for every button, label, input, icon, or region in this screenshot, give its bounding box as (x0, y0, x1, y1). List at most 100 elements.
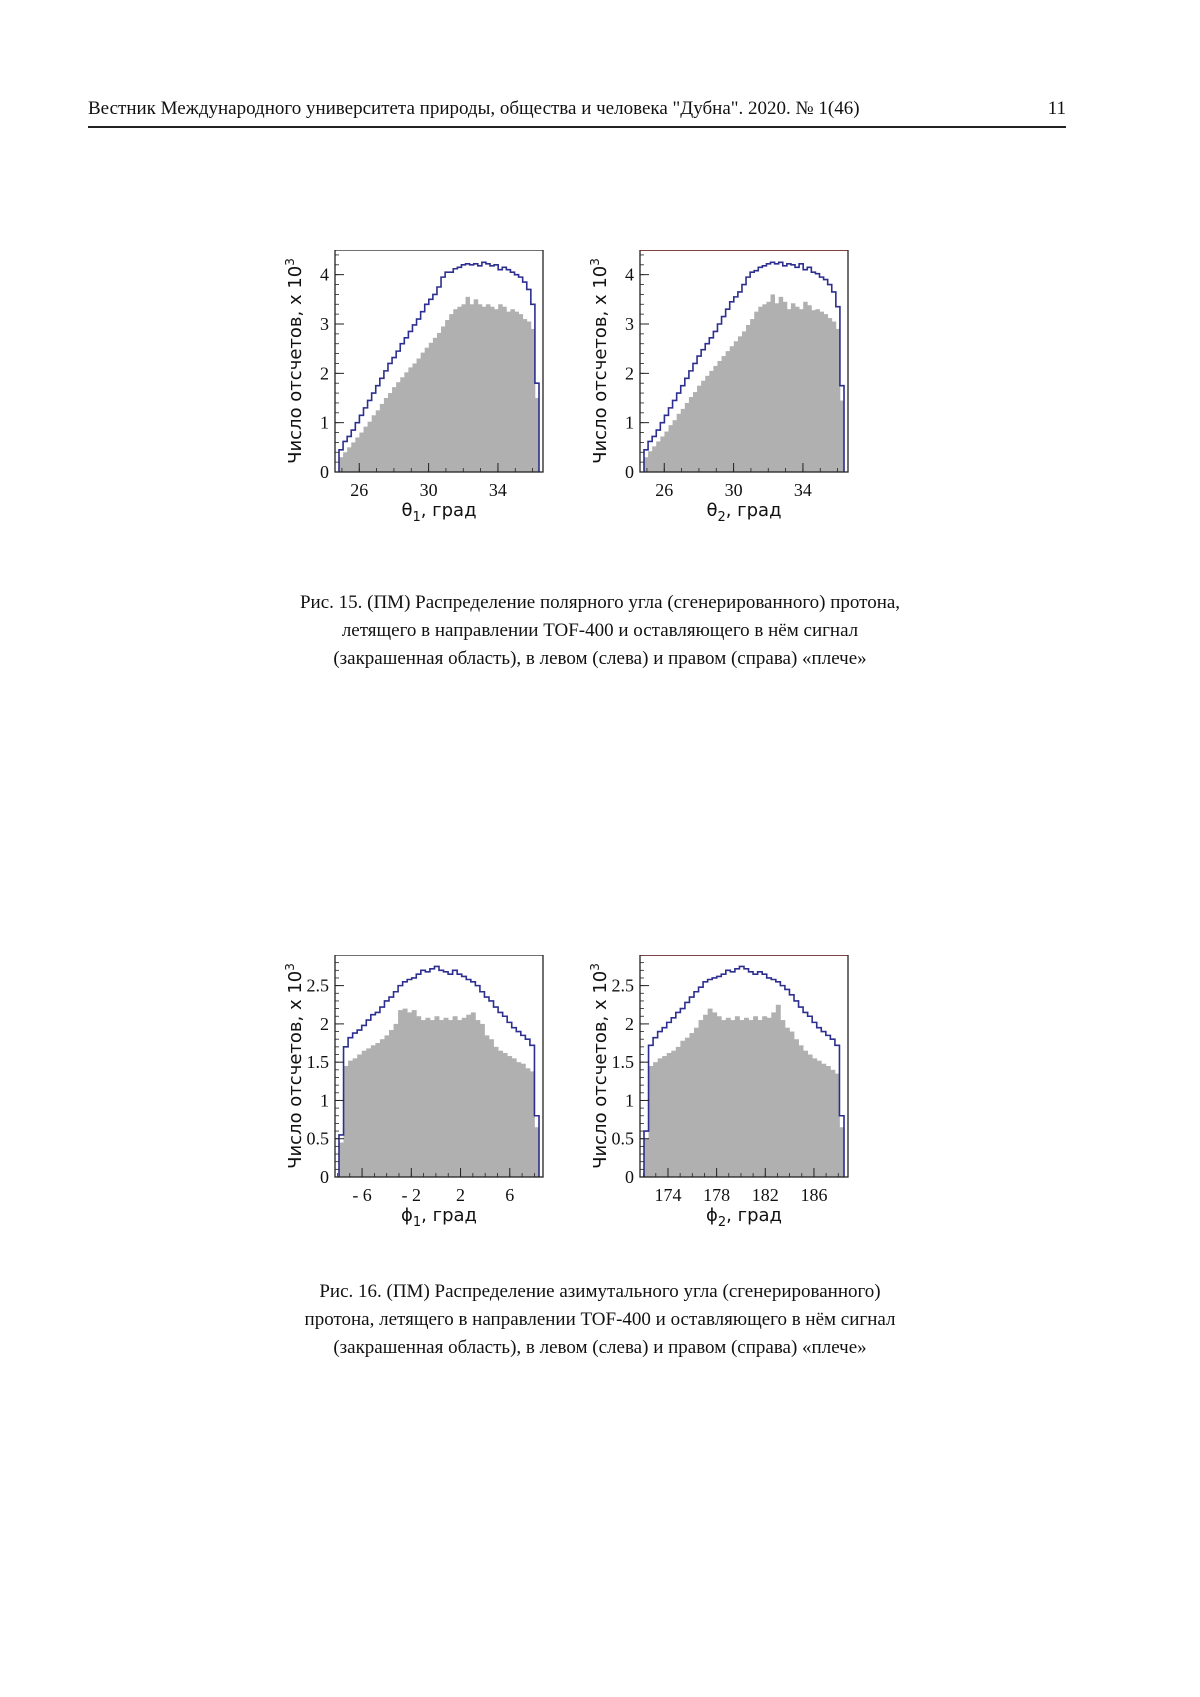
filled-bar (776, 1005, 781, 1177)
figure-15-caption: Рис. 15. (ПМ) Распределение полярного уг… (150, 589, 1050, 673)
filled-bar (445, 320, 449, 472)
filled-bar (353, 1058, 358, 1177)
filled-bar (474, 299, 478, 472)
filled-bar (744, 1018, 749, 1177)
filled-bar (392, 387, 396, 472)
filled-bar (799, 309, 803, 472)
figure-16-caption: Рис. 16. (ПМ) Распределение азимутальног… (150, 1278, 1050, 1362)
y-axis-label: Число отсчетов, x 103 (283, 258, 306, 464)
filled-bar (439, 1020, 444, 1177)
filled-bar (466, 1015, 471, 1177)
filled-bar (726, 1018, 731, 1177)
filled-bar (482, 307, 486, 472)
filled-bar (676, 1047, 681, 1177)
filled-bar (734, 341, 738, 472)
filled-bar (703, 1015, 708, 1177)
x-tick-label: 34 (489, 480, 507, 500)
filled-bar (780, 1020, 785, 1177)
filled-bar (457, 1020, 462, 1177)
filled-bar (425, 1018, 430, 1177)
chart-phi1: 00.511.522.5- 6- 226ϕ1, градЧисло отсчет… (283, 955, 543, 1230)
filled-bar (749, 1020, 754, 1177)
filled-bar (766, 302, 770, 472)
filled-bar (673, 420, 677, 472)
y-tick-label: 1 (320, 1090, 329, 1110)
filled-bar (697, 386, 701, 472)
filled-bar (701, 381, 705, 472)
x-tick-label: 34 (794, 480, 812, 500)
x-axis-label: ϕ1, град (401, 1205, 477, 1230)
filled-bar (498, 1051, 503, 1177)
x-tick-label: - 2 (402, 1185, 422, 1205)
filled-bar (803, 1051, 808, 1177)
caption-line: (закрашенная область), в левом (слева) и… (150, 1334, 1050, 1362)
filled-bar (753, 1016, 758, 1177)
filled-bar (685, 1038, 690, 1177)
figure-16-charts: 00.511.522.5- 6- 226ϕ1, градЧисло отсчет… (270, 955, 890, 1285)
y-tick-label: 2 (320, 1014, 329, 1034)
y-tick-label: 2 (320, 363, 329, 383)
filled-bar (656, 441, 660, 472)
filled-bar (653, 1062, 658, 1177)
filled-bar (470, 304, 474, 472)
filled-bar (667, 1053, 672, 1177)
filled-bar (441, 326, 445, 472)
filled-bar (489, 1039, 494, 1177)
filled-bar (693, 392, 697, 472)
filled-bar (699, 1020, 704, 1177)
filled-bar (521, 1064, 526, 1177)
filled-bar (457, 307, 461, 472)
page-number: 11 (1048, 98, 1066, 120)
filled-bar (680, 1041, 685, 1177)
filled-bar (437, 333, 441, 472)
filled-bar (425, 348, 429, 472)
filled-bar (762, 304, 766, 472)
filled-bar (794, 1039, 799, 1177)
filled-bar (394, 1024, 399, 1177)
filled-bar (412, 1010, 417, 1177)
caption-line: протона, летящего в направлении TOF-400 … (150, 1306, 1050, 1334)
filled-bar (490, 307, 494, 472)
y-tick-label: 2 (625, 363, 634, 383)
caption-line: Рис. 16. (ПМ) Распределение азимутальног… (150, 1278, 1050, 1306)
filled-bar (478, 304, 482, 472)
y-tick-label: 3 (320, 314, 329, 334)
x-tick-label: 6 (505, 1185, 514, 1205)
filled-bar (685, 403, 689, 472)
filled-bar (771, 1012, 776, 1177)
filled-bar (348, 1061, 353, 1177)
filled-bar (449, 314, 453, 472)
filled-bar (347, 447, 351, 472)
filled-bar (502, 307, 506, 472)
filled-bar (516, 1062, 521, 1177)
y-tick-label: 1 (625, 1090, 634, 1110)
filled-bar (648, 451, 652, 472)
filled-bar (375, 1043, 380, 1177)
filled-bar (466, 297, 470, 472)
caption-line: Рис. 15. (ПМ) Распределение полярного уг… (150, 589, 1050, 617)
filled-bar (785, 1028, 790, 1177)
filled-bar (668, 425, 672, 472)
filled-bar (712, 1012, 717, 1177)
filled-bar (515, 312, 519, 472)
filled-bar (372, 415, 376, 472)
filled-bar (824, 314, 828, 472)
filled-bar (767, 1018, 772, 1177)
filled-bar (689, 1033, 694, 1177)
filled-bar (417, 359, 421, 472)
filled-bar (498, 304, 502, 472)
filled-bar (368, 422, 372, 472)
filled-bar (421, 1020, 426, 1177)
filled-bar (762, 1016, 767, 1177)
filled-bar (775, 303, 779, 472)
filled-bar (462, 1018, 467, 1177)
y-tick-label: 1 (625, 413, 634, 433)
filled-bar (821, 1064, 826, 1177)
filled-bar (738, 336, 742, 472)
filled-bar (343, 452, 347, 472)
x-tick-label: 2 (456, 1185, 465, 1205)
filled-bar (815, 309, 819, 472)
x-axis-label: θ2, град (706, 500, 781, 525)
filled-bar (791, 303, 795, 472)
filled-bar (512, 1058, 517, 1177)
